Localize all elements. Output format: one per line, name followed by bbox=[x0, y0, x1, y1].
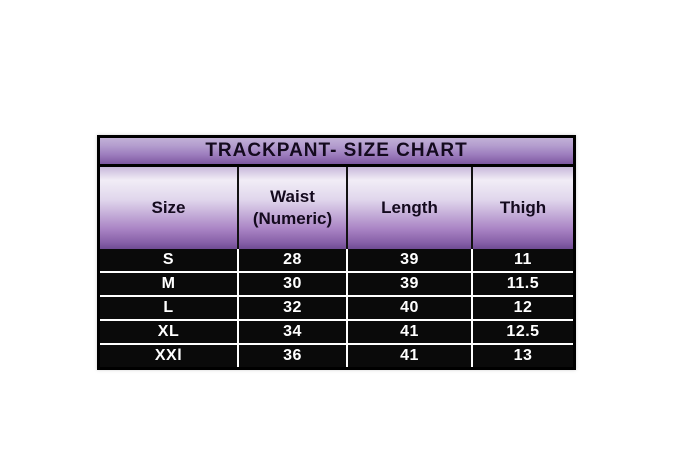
cell-length: 39 bbox=[346, 273, 471, 295]
cell-length: 40 bbox=[346, 297, 471, 319]
header-cell-thigh: Thigh bbox=[471, 167, 573, 249]
size-chart-table: TRACKPANT- SIZE CHART Size Waist (Numeri… bbox=[97, 135, 576, 370]
table-row-xl: XL 34 41 12.5 bbox=[100, 319, 573, 343]
cell-size: M bbox=[161, 275, 176, 292]
cell-thigh: 11 bbox=[471, 249, 573, 271]
cell-length: 41 bbox=[346, 321, 471, 343]
cell-length: 41 bbox=[346, 345, 471, 367]
cell-size: XXl bbox=[154, 347, 183, 364]
cell-waist: 30 bbox=[237, 273, 346, 295]
cell-waist: 34 bbox=[237, 321, 346, 343]
cell-waist: 32 bbox=[237, 297, 346, 319]
header-cell-length: Length bbox=[346, 167, 471, 249]
cell-length: 39 bbox=[346, 249, 471, 271]
table-row-m: M 30 39 11.5 bbox=[100, 271, 573, 295]
size-chart-title: TRACKPANT- SIZE CHART bbox=[100, 138, 573, 167]
size-chart-header-row: Size Waist (Numeric) Length Thigh bbox=[100, 167, 573, 249]
cell-size: L bbox=[163, 299, 174, 316]
table-row-xxl: XXl 36 41 13 bbox=[100, 343, 573, 367]
cell-waist: 36 bbox=[237, 345, 346, 367]
cell-waist: 28 bbox=[237, 249, 346, 271]
cell-size: S bbox=[162, 251, 175, 268]
cell-thigh: 13 bbox=[471, 345, 573, 367]
cell-size: XL bbox=[157, 323, 180, 340]
table-row-s: S 28 39 11 bbox=[100, 249, 573, 271]
cell-thigh: 12 bbox=[471, 297, 573, 319]
cell-thigh: 11.5 bbox=[471, 273, 573, 295]
header-cell-waist: Waist (Numeric) bbox=[237, 167, 346, 249]
cell-thigh: 12.5 bbox=[471, 321, 573, 343]
table-row-l: L 32 40 12 bbox=[100, 295, 573, 319]
header-cell-size: Size bbox=[100, 167, 237, 249]
